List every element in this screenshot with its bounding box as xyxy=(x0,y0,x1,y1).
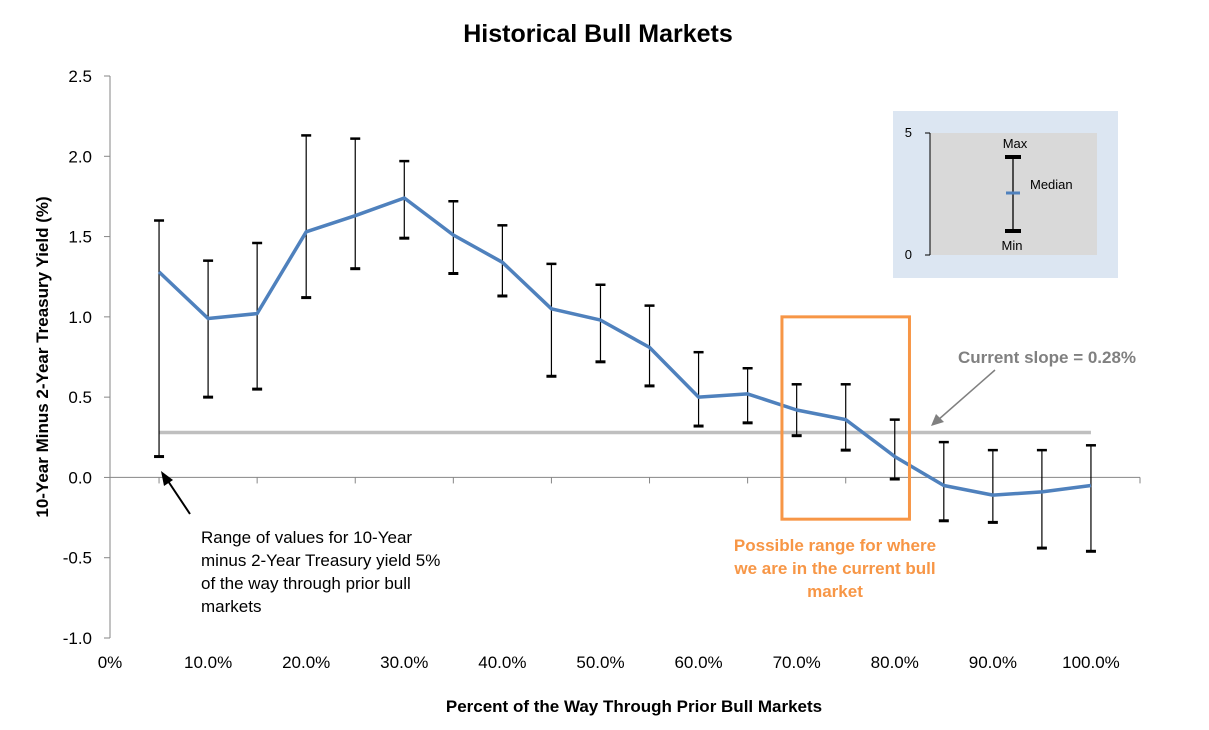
annotations: Possible range for where we are in the cu… xyxy=(161,315,1136,616)
median-series xyxy=(157,196,1092,497)
range-note-label: Range of values for 10-Year xyxy=(201,528,412,547)
range-note-label: markets xyxy=(201,597,261,616)
current-slope-arrowhead xyxy=(931,414,944,426)
range-note-arrowhead xyxy=(161,471,173,486)
legend-axis-top-label: 5 xyxy=(905,125,912,140)
range-note-label: of the way through prior bull xyxy=(201,574,411,593)
current-slope-arrow xyxy=(937,369,996,421)
x-tick-label: 10.0% xyxy=(184,653,232,672)
legend-median-label: Median xyxy=(1030,177,1073,192)
current-slope-label: Current slope = 0.28% xyxy=(958,348,1136,367)
y-tick-label: 2.5 xyxy=(68,67,92,86)
median-line xyxy=(157,196,1092,497)
x-axis: 0% 10.0% 20.0% 30.0% 40.0% 50.0% 60.0% 70.0% 80.… xyxy=(98,476,1141,672)
y-tick-label: 2.0 xyxy=(68,147,92,166)
possible-range-label: Possible range for where xyxy=(734,536,936,555)
legend-axis-bottom-label: 0 xyxy=(905,247,912,262)
x-axis-title: Percent of the Way Through Prior Bull Ma… xyxy=(446,697,822,716)
y-axis: -1.0 -0.5 0.0 0.5 1.0 1.5 2.0 2.5 xyxy=(63,67,111,648)
x-tick-label: 30.0% xyxy=(380,653,428,672)
legend-max-label: Max xyxy=(1003,136,1028,151)
x-tick-label: 0% xyxy=(98,653,123,672)
x-tick-label: 70.0% xyxy=(773,653,821,672)
range-note-arrow xyxy=(165,477,191,515)
y-tick-label: 0.0 xyxy=(68,468,92,487)
possible-range-box xyxy=(780,315,911,521)
y-tick-label: 1.5 xyxy=(68,228,92,247)
x-tick-label: 60.0% xyxy=(674,653,722,672)
x-tick-label: 50.0% xyxy=(576,653,624,672)
chart-title: Historical Bull Markets xyxy=(463,20,733,48)
x-tick-label: 20.0% xyxy=(282,653,330,672)
y-tick-label: -1.0 xyxy=(63,629,92,648)
y-tick-label: -0.5 xyxy=(63,549,92,568)
possible-range-label: market xyxy=(807,582,863,601)
y-tick-label: 1.0 xyxy=(68,308,92,327)
x-tick-label: 90.0% xyxy=(969,653,1017,672)
possible-range-label: we are in the current bull xyxy=(733,559,935,578)
legend-min-label: Min xyxy=(1002,238,1023,253)
error-bars xyxy=(154,134,1096,553)
y-axis-title: 10-Year Minus 2-Year Treasury Yield (%) xyxy=(33,196,52,517)
legend: 5 0 Max Median Min xyxy=(893,111,1118,278)
x-tick-label: 80.0% xyxy=(871,653,919,672)
x-tick-label: 40.0% xyxy=(478,653,526,672)
y-tick-label: 0.5 xyxy=(68,388,92,407)
range-note-label: minus 2-Year Treasury yield 5% xyxy=(201,551,440,570)
x-tick-label: 100.0% xyxy=(1062,653,1120,672)
